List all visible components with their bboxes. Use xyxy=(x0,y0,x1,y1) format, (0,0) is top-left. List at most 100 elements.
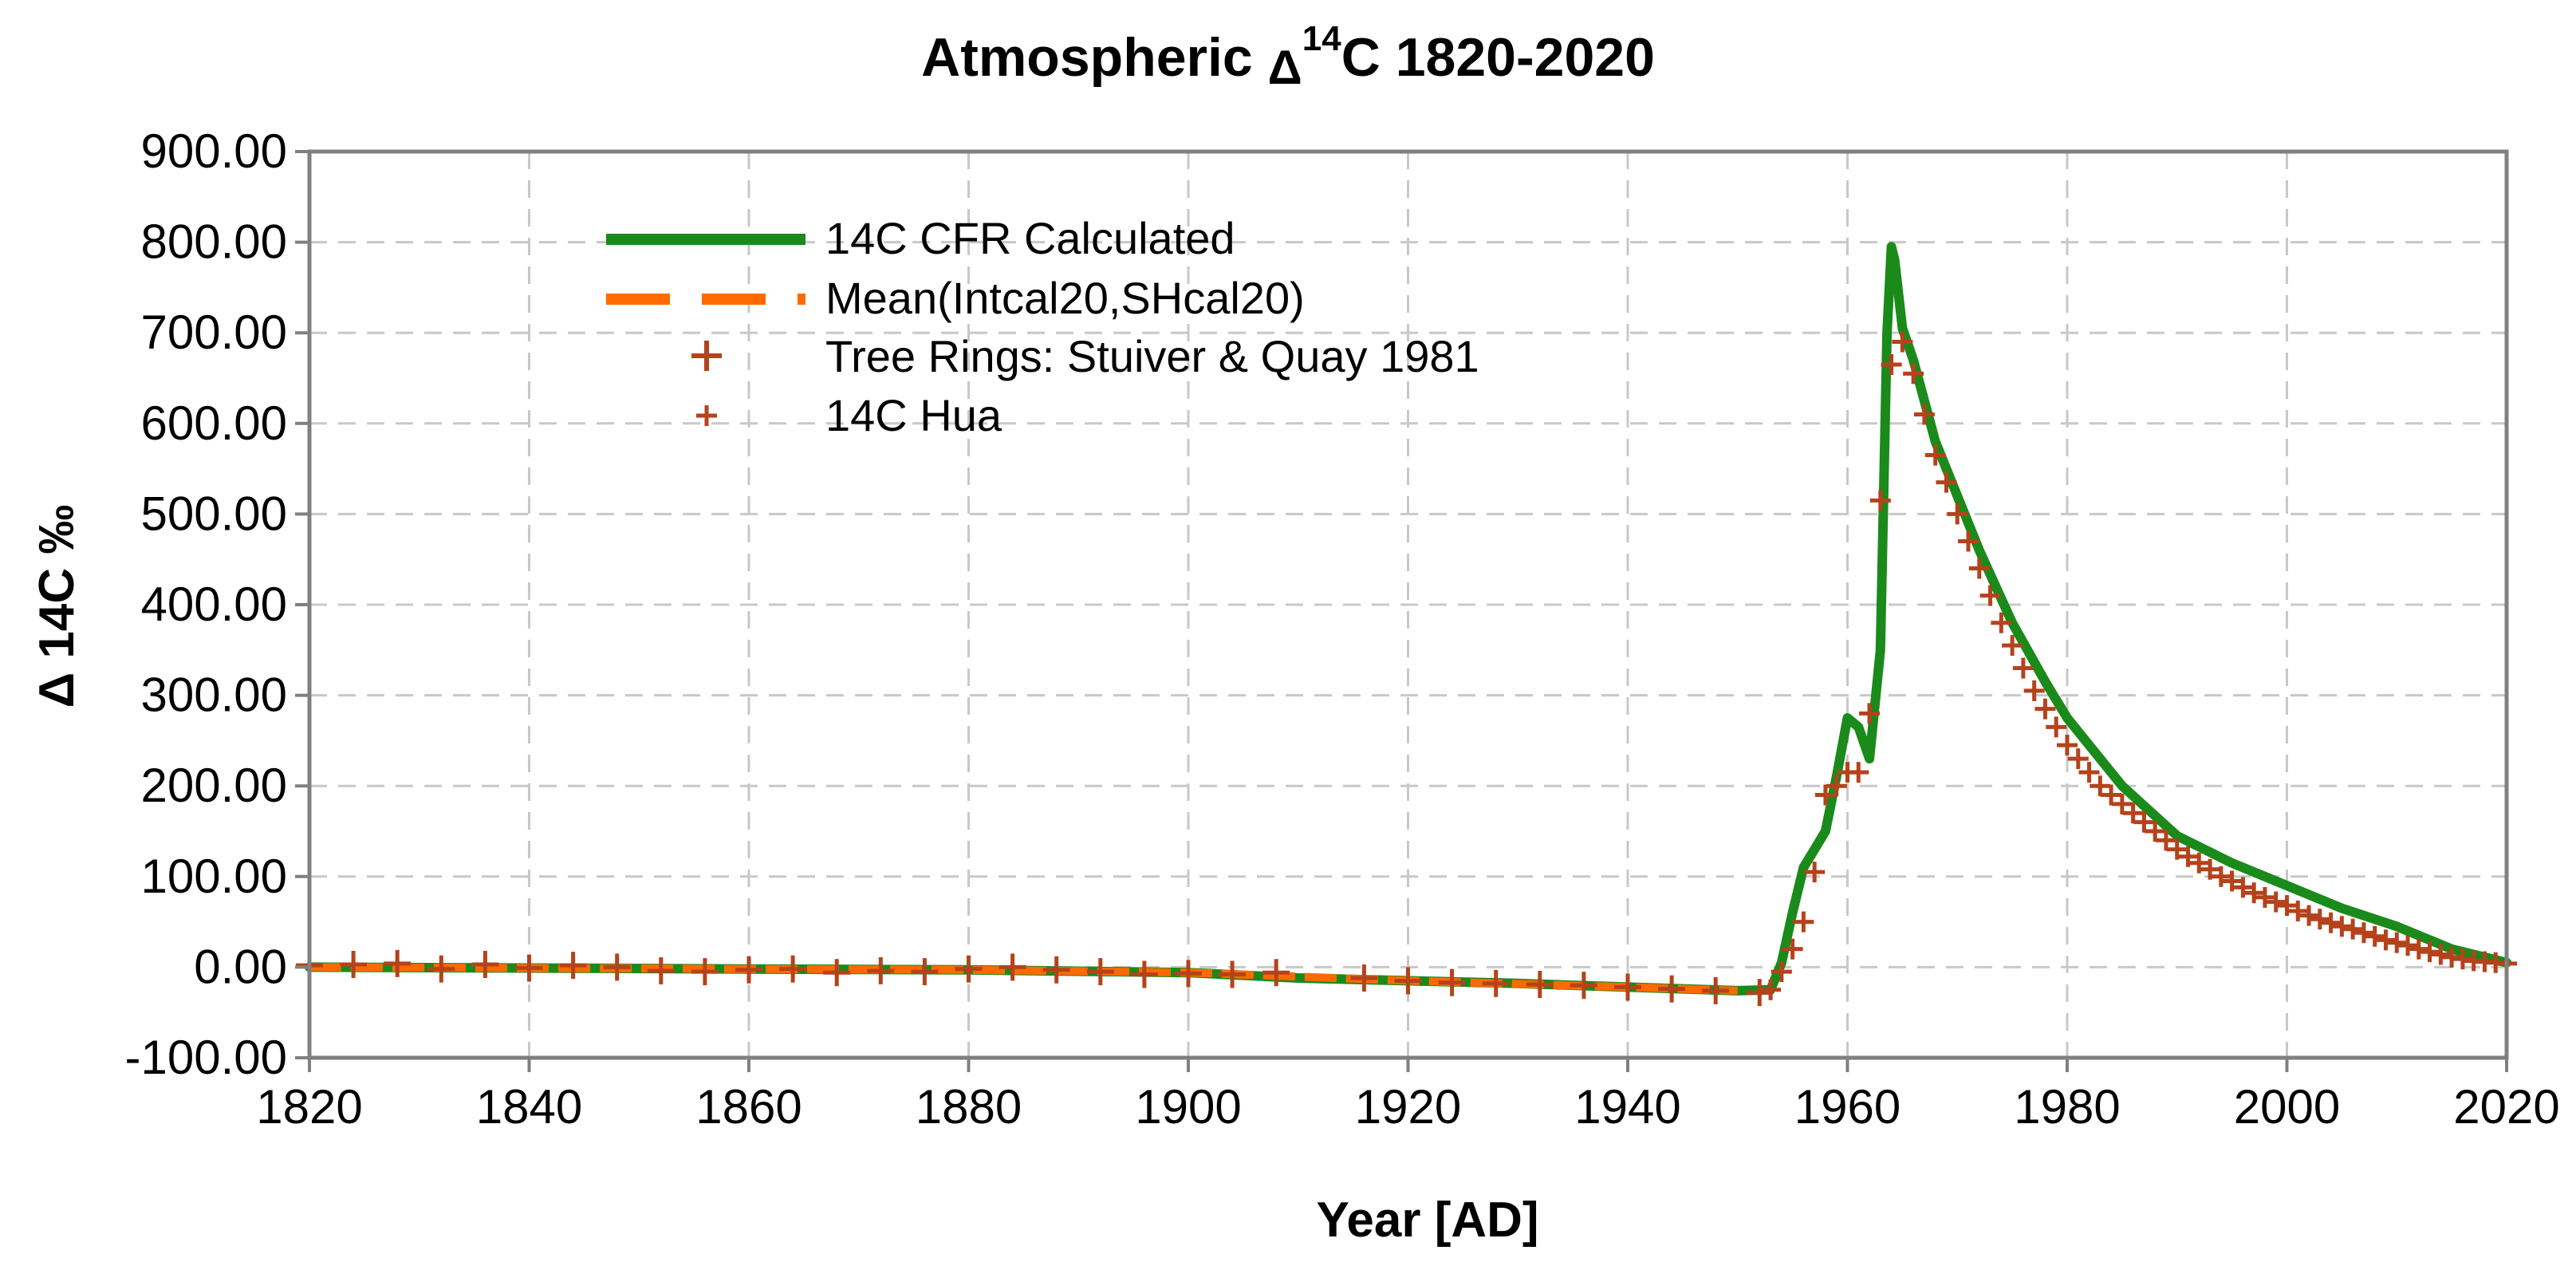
legend-label-cfr: 14C CFR Calculated xyxy=(825,213,1235,263)
marker-hua-point xyxy=(1804,862,1826,883)
marker-tree-rings-point xyxy=(1702,976,1730,1004)
marker-hua-point xyxy=(1947,503,1968,525)
marker-tree-rings-point xyxy=(1482,969,1510,997)
marker-hua-point xyxy=(2419,941,2440,963)
marker-hua-point xyxy=(2276,895,2298,917)
marker-hua-point xyxy=(2166,838,2188,860)
x-tick-label: 1840 xyxy=(476,1080,582,1134)
y-tick-label: 600.00 xyxy=(140,396,287,450)
marker-tree-rings-point xyxy=(691,958,719,986)
marker-hua-point xyxy=(2034,698,2056,720)
x-tick-label: 1880 xyxy=(916,1080,1022,1134)
x-tick-label: 1900 xyxy=(1135,1080,1241,1134)
x-tick-label: 1980 xyxy=(2014,1080,2120,1134)
legend-label-intcal: Mean(Intcal20,SHcal20) xyxy=(825,273,1305,323)
marker-hua-point xyxy=(2430,944,2452,965)
marker-tree-rings-point xyxy=(955,955,983,983)
y-tick-label: 800.00 xyxy=(140,215,287,269)
marker-hua-point xyxy=(1903,363,1924,385)
marker-tree-rings-point xyxy=(603,953,631,981)
marker-hua-point xyxy=(2287,900,2309,921)
chart-title-superscript: 14 xyxy=(1302,19,1341,58)
marker-hua-point xyxy=(1859,703,1881,724)
y-axis-title: Δ 14C ‰ xyxy=(30,505,85,708)
marker-tree-rings-point xyxy=(340,950,368,978)
marker-hua-point xyxy=(1892,331,1913,353)
marker-tree-rings-point xyxy=(471,950,499,978)
marker-hua-point xyxy=(2221,870,2243,892)
marker-hua-point xyxy=(1869,490,1891,511)
marker-hua-point xyxy=(2078,762,2100,783)
marker-hua-point xyxy=(2331,916,2353,937)
marker-tree-rings-point xyxy=(1350,964,1378,992)
marker-tree-rings-point xyxy=(998,953,1026,981)
data-marks xyxy=(296,242,2517,1007)
legend-marker-tree-rings xyxy=(691,341,722,371)
marker-hua-point xyxy=(2320,912,2342,933)
marker-hua-point xyxy=(1771,961,1792,983)
x-tick-label: 1860 xyxy=(695,1080,802,1134)
marker-hua-point xyxy=(2298,905,2320,926)
marker-hua-point xyxy=(2342,918,2364,940)
marker-hua-point xyxy=(2408,938,2429,960)
marker-tree-rings-point xyxy=(1175,960,1202,988)
marker-tree-rings-point xyxy=(384,949,412,977)
marker-tree-rings-point xyxy=(735,956,762,984)
marker-hua-point xyxy=(1936,471,1957,493)
marker-tree-rings-point xyxy=(1570,972,1597,1000)
marker-hua-point xyxy=(2111,793,2133,814)
marker-tree-rings-point xyxy=(911,958,939,986)
marker-hua-point xyxy=(2232,877,2254,898)
marker-hua-point xyxy=(1826,775,1847,797)
y-tick-label: 400.00 xyxy=(140,578,287,631)
marker-hua-point xyxy=(2145,821,2166,842)
marker-hua-point xyxy=(2012,657,2034,679)
marker-hua-point xyxy=(2002,635,2023,657)
marker-hua-point xyxy=(2265,891,2286,913)
marker-hua-point xyxy=(2386,932,2408,953)
marker-hua-point xyxy=(2023,680,2045,701)
marker-hua-point xyxy=(2067,748,2089,770)
marker-hua-point xyxy=(2210,866,2231,887)
y-tick-label: 700.00 xyxy=(140,306,287,359)
marker-tree-rings-point xyxy=(867,956,895,984)
marker-tree-rings-point xyxy=(1086,958,1114,986)
marker-tree-rings-point xyxy=(1262,959,1290,987)
marker-hua-point xyxy=(1958,530,1979,552)
marker-tree-rings-point xyxy=(515,954,543,982)
marker-tree-rings-point xyxy=(823,959,851,987)
marker-tree-rings-point xyxy=(1526,970,1554,998)
legend-marker-hua xyxy=(696,405,717,426)
marker-hua-point xyxy=(2200,858,2221,880)
y-tick-label: 300.00 xyxy=(140,668,287,722)
marker-hua-point xyxy=(2188,852,2210,874)
legend: 14C CFR Calculated Mean(Intcal20,SHcal20… xyxy=(606,213,1479,440)
marker-hua-point xyxy=(2090,775,2111,797)
marker-hua-point xyxy=(1760,979,1782,1000)
legend-label-hua: 14C Hua xyxy=(825,390,1002,440)
marker-hua-point xyxy=(2155,830,2176,851)
chart-title-suffix: C 1820-2020 xyxy=(1341,27,1655,88)
marker-hua-point xyxy=(2364,925,2385,947)
marker-hua-point xyxy=(2101,784,2122,806)
y-tick-label: 100.00 xyxy=(140,850,287,903)
marker-hua-point xyxy=(1913,404,1935,425)
marker-hua-point xyxy=(1924,444,1946,466)
marker-tree-rings-point xyxy=(1219,960,1247,988)
marker-hua-point xyxy=(1979,585,2001,606)
x-tick-label: 1940 xyxy=(1574,1080,1680,1134)
marker-hua-point xyxy=(2375,929,2397,951)
marker-hua-point xyxy=(2254,886,2275,908)
y-tick-label: -100.00 xyxy=(125,1031,288,1084)
marker-tree-rings-point xyxy=(1130,960,1158,988)
grid-lines xyxy=(309,152,2507,1058)
chart-title: Atmospheric Δ14C 1820-2020 xyxy=(921,19,1655,94)
chart-title-prefix: Atmospheric xyxy=(921,27,1268,88)
marker-hua-point xyxy=(1782,938,1803,960)
chart-title-delta: Δ xyxy=(1268,41,1302,94)
x-axis-ticks: 1820 1840 1860 1880 1900 1920 1940 1960 1980 2000… xyxy=(256,1058,2560,1134)
y-tick-label: 500.00 xyxy=(140,487,287,540)
marker-hua-point xyxy=(2309,909,2330,930)
marker-hua-point xyxy=(2057,735,2078,756)
